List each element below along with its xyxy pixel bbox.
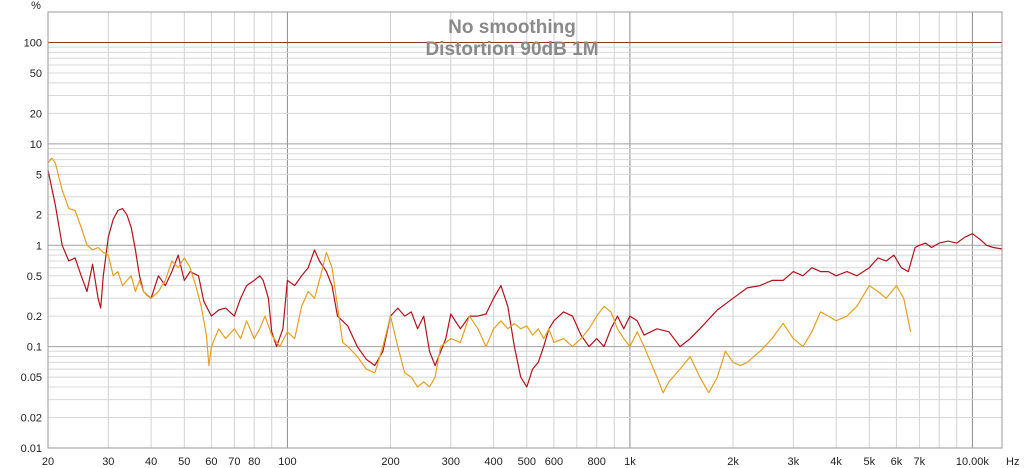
y-tick-label: 0.02 [21, 412, 42, 424]
x-tick-label: 40 [145, 456, 157, 468]
x-tick-label: 800 [588, 456, 606, 468]
y-axis-unit: % [31, 0, 41, 12]
x-tick-label: 30 [102, 456, 114, 468]
series-line-2 [47, 157, 912, 394]
grid [47, 11, 1002, 449]
x-axis-unit: Hz [1006, 456, 1019, 468]
x-tick-label: 60 [205, 456, 217, 468]
y-axis-ticks: 100 50 20 10 5 2 1 0.5 0.2 0.1 0.05 0.02 0.01 [21, 38, 42, 455]
x-tick-label: 4k [830, 456, 842, 468]
y-tick-label: 0.2 [27, 311, 42, 323]
x-tick-label: 50 [178, 456, 190, 468]
x-tick-label: 70 [228, 456, 240, 468]
x-tick-label: 3k [788, 456, 800, 468]
x-tick-label: 80 [248, 456, 260, 468]
x-tick-label: 300 [442, 456, 460, 468]
y-tick-label: 10 [30, 139, 42, 151]
x-tick-label: 20 [42, 456, 54, 468]
chart-subtitle: Distortion 90dB 1M [425, 39, 598, 60]
y-tick-label: 100 [24, 38, 42, 50]
x-tick-label: 5k [864, 456, 876, 468]
x-tick-label: 7k [914, 456, 926, 468]
x-tick-label: 100 [278, 456, 296, 468]
x-tick-label: 10.00k [956, 456, 990, 468]
plot-border [47, 11, 1003, 449]
y-tick-label: 0.5 [27, 271, 42, 283]
plot-area [48, 12, 1002, 448]
series-group [47, 157, 1003, 394]
y-tick-label: 2 [36, 210, 42, 222]
y-tick-label: 50 [30, 68, 42, 80]
y-tick-label: 0.05 [21, 372, 42, 384]
x-tick-label: 400 [484, 456, 502, 468]
y-tick-label: 1 [36, 240, 42, 252]
x-tick-label: 500 [518, 456, 536, 468]
x-tick-label: 6k [891, 456, 903, 468]
y-tick-label: 0.01 [21, 443, 42, 455]
y-tick-label: 0.1 [27, 342, 42, 354]
y-tick-label: 5 [36, 169, 42, 181]
x-tick-label: 1k [624, 456, 636, 468]
x-tick-label: 2k [727, 456, 739, 468]
x-axis-ticks: 20 30 40 50 60 70 80 100 200 300 400 500 600 800 1k 2k 3… [42, 456, 990, 468]
y-tick-label: 20 [30, 108, 42, 120]
x-tick-label: 600 [545, 456, 563, 468]
x-tick-label: 200 [381, 456, 399, 468]
series-line-1 [47, 170, 1003, 388]
chart-title: No smoothing [448, 17, 576, 38]
